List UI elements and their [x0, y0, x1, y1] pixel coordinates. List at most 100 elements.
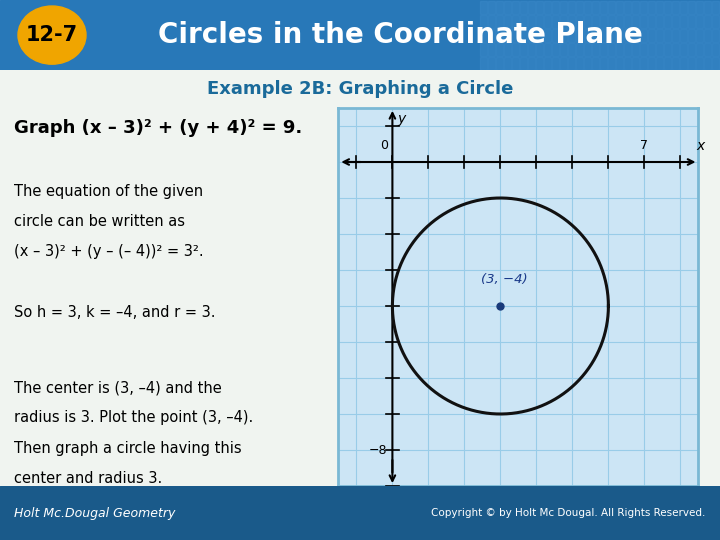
- Bar: [608, 1, 615, 14]
- Bar: [600, 43, 607, 56]
- Text: Circles in the Coordinate Plane: Circles in the Coordinate Plane: [158, 21, 642, 49]
- Text: 12-7: 12-7: [26, 25, 78, 45]
- Bar: [624, 43, 631, 56]
- Bar: [608, 43, 615, 56]
- Bar: [696, 43, 703, 56]
- Bar: [576, 57, 583, 70]
- Text: Example 2B: Graphing a Circle: Example 2B: Graphing a Circle: [207, 80, 513, 98]
- Bar: [680, 57, 687, 70]
- Bar: [632, 1, 639, 14]
- Bar: [688, 15, 695, 28]
- Bar: [480, 57, 487, 70]
- Bar: [544, 1, 551, 14]
- Text: 7: 7: [640, 139, 649, 152]
- Bar: [536, 43, 543, 56]
- Bar: [512, 57, 519, 70]
- Bar: [704, 15, 711, 28]
- Bar: [544, 15, 551, 28]
- Bar: [584, 15, 591, 28]
- Bar: [656, 57, 663, 70]
- Bar: [512, 1, 519, 14]
- Text: The center is (3, –4) and the: The center is (3, –4) and the: [14, 380, 222, 395]
- Text: x: x: [696, 139, 705, 153]
- Bar: [624, 1, 631, 14]
- Bar: [544, 43, 551, 56]
- Text: y: y: [397, 112, 405, 126]
- Bar: [616, 15, 623, 28]
- Bar: [648, 15, 655, 28]
- Bar: [552, 43, 559, 56]
- Text: So h = 3, k = –4, and r = 3.: So h = 3, k = –4, and r = 3.: [14, 305, 216, 320]
- Bar: [568, 29, 575, 42]
- Bar: [568, 43, 575, 56]
- Bar: [672, 29, 679, 42]
- Bar: [560, 43, 567, 56]
- Bar: [672, 43, 679, 56]
- Bar: [520, 1, 527, 14]
- Bar: [608, 29, 615, 42]
- Bar: [536, 29, 543, 42]
- Bar: [528, 15, 535, 28]
- Bar: [480, 29, 487, 42]
- Bar: [584, 29, 591, 42]
- Bar: [576, 15, 583, 28]
- Ellipse shape: [18, 6, 86, 64]
- Bar: [632, 43, 639, 56]
- Text: (x – 3)² + (y – (– 4))² = 3².: (x – 3)² + (y – (– 4))² = 3².: [14, 244, 204, 259]
- Bar: [600, 29, 607, 42]
- Bar: [560, 1, 567, 14]
- Bar: [504, 1, 511, 14]
- Bar: [480, 15, 487, 28]
- Bar: [584, 1, 591, 14]
- Bar: [624, 29, 631, 42]
- Bar: [576, 29, 583, 42]
- Bar: [672, 15, 679, 28]
- Bar: [504, 29, 511, 42]
- Text: Graph (x – 3)² + (y + 4)² = 9.: Graph (x – 3)² + (y + 4)² = 9.: [14, 119, 302, 137]
- Bar: [504, 43, 511, 56]
- Bar: [592, 43, 599, 56]
- Bar: [680, 15, 687, 28]
- Text: Then graph a circle having this: Then graph a circle having this: [14, 441, 242, 456]
- Bar: [648, 1, 655, 14]
- Bar: [656, 29, 663, 42]
- Bar: [544, 57, 551, 70]
- Text: 0: 0: [380, 139, 388, 152]
- Bar: [672, 57, 679, 70]
- Bar: [688, 29, 695, 42]
- Bar: [624, 15, 631, 28]
- Bar: [576, 1, 583, 14]
- Bar: [544, 29, 551, 42]
- Bar: [704, 43, 711, 56]
- Bar: [712, 57, 719, 70]
- Text: (3, −4): (3, −4): [481, 273, 527, 286]
- Bar: [600, 1, 607, 14]
- Text: circle can be written as: circle can be written as: [14, 214, 186, 229]
- Bar: [688, 57, 695, 70]
- Bar: [520, 43, 527, 56]
- Bar: [608, 57, 615, 70]
- Bar: [520, 29, 527, 42]
- Bar: [656, 15, 663, 28]
- Bar: [584, 57, 591, 70]
- Bar: [664, 29, 671, 42]
- Bar: [520, 57, 527, 70]
- Bar: [560, 57, 567, 70]
- Bar: [488, 29, 495, 42]
- Bar: [496, 29, 503, 42]
- Bar: [576, 43, 583, 56]
- Bar: [640, 29, 647, 42]
- Bar: [528, 57, 535, 70]
- Bar: [488, 15, 495, 28]
- Bar: [528, 1, 535, 14]
- Bar: [688, 43, 695, 56]
- Bar: [664, 43, 671, 56]
- Bar: [624, 57, 631, 70]
- Bar: [680, 1, 687, 14]
- Bar: [488, 57, 495, 70]
- Bar: [656, 1, 663, 14]
- Bar: [664, 57, 671, 70]
- Bar: [648, 29, 655, 42]
- Bar: [680, 43, 687, 56]
- Bar: [528, 43, 535, 56]
